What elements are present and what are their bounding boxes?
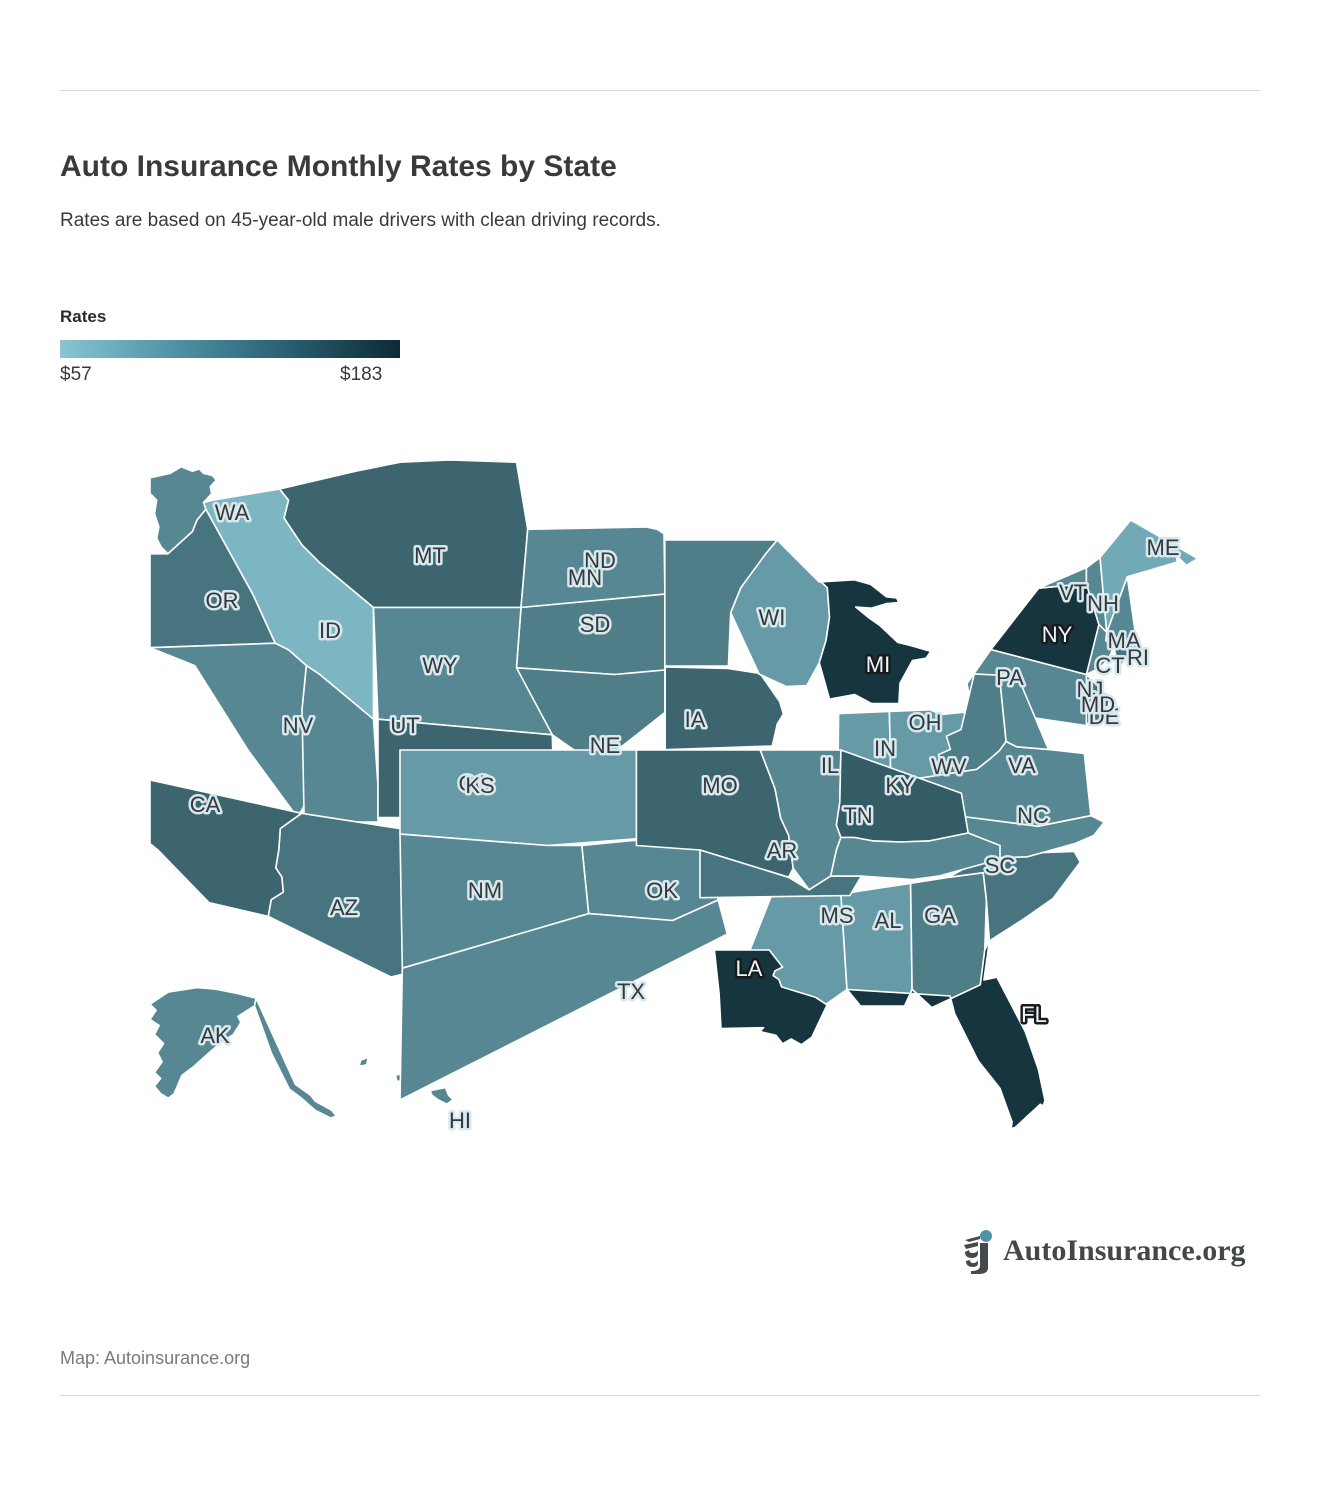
svg-text:AL: AL (875, 908, 902, 933)
svg-text:MT: MT (414, 543, 446, 568)
svg-text:NH: NH (1087, 591, 1119, 616)
svg-text:TX: TX (617, 979, 645, 1004)
svg-text:SD: SD (580, 612, 611, 637)
svg-text:ME: ME (1147, 535, 1180, 560)
svg-text:OR: OR (206, 588, 239, 613)
svg-text:NV: NV (283, 713, 314, 738)
svg-text:MD: MD (1081, 692, 1115, 717)
svg-text:WA: WA (215, 500, 250, 525)
svg-text:IN: IN (874, 736, 896, 761)
svg-text:LA: LA (736, 956, 763, 981)
svg-text:HI: HI (449, 1108, 471, 1133)
svg-text:NC: NC (1017, 803, 1049, 828)
svg-text:ID: ID (319, 618, 341, 643)
svg-text:MO: MO (702, 773, 737, 798)
svg-text:UT: UT (390, 713, 419, 738)
svg-text:IL: IL (821, 753, 839, 778)
svg-text:WY: WY (422, 653, 458, 678)
svg-text:MN: MN (568, 565, 602, 590)
svg-text:MS: MS (821, 903, 854, 928)
svg-text:WV: WV (931, 754, 967, 779)
svg-text:AZ: AZ (330, 895, 358, 920)
svg-text:AR: AR (767, 838, 798, 863)
svg-text:SC: SC (985, 853, 1016, 878)
svg-text:MI: MI (866, 652, 890, 677)
svg-text:IA: IA (685, 707, 706, 732)
svg-text:NM: NM (468, 878, 502, 903)
svg-text:CT: CT (1095, 653, 1124, 678)
svg-text:TN: TN (843, 803, 872, 828)
svg-text:AK: AK (200, 1023, 230, 1048)
svg-text:KY: KY (885, 773, 915, 798)
svg-text:WI: WI (759, 605, 786, 630)
svg-text:OK: OK (646, 878, 678, 903)
svg-text:KS: KS (465, 773, 494, 798)
svg-text:GA: GA (924, 903, 956, 928)
svg-text:OH: OH (909, 710, 942, 735)
svg-text:VT: VT (1059, 580, 1087, 605)
svg-text:NY: NY (1042, 622, 1073, 647)
svg-text:RI: RI (1127, 645, 1149, 670)
svg-text:CA: CA (190, 792, 221, 817)
svg-text:PA: PA (996, 665, 1024, 690)
svg-text:NE: NE (590, 733, 621, 758)
svg-text:FL: FL (1021, 1002, 1047, 1027)
svg-text:VA: VA (1008, 753, 1036, 778)
